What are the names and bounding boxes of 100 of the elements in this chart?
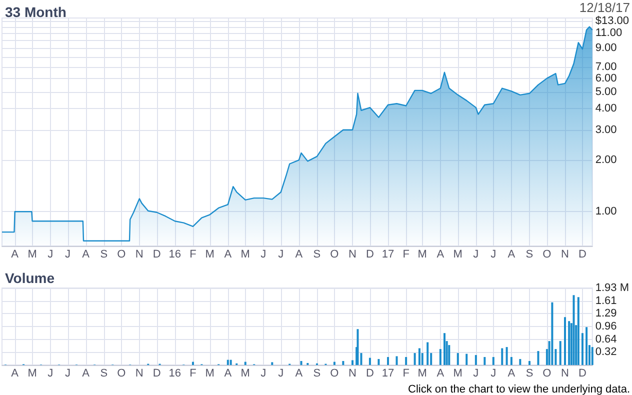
bar bbox=[586, 327, 588, 365]
bar bbox=[501, 348, 504, 365]
bar bbox=[226, 360, 229, 365]
x-tick-label: S bbox=[100, 368, 108, 380]
bar bbox=[368, 358, 371, 365]
x-tick-label: D bbox=[578, 368, 586, 380]
y-tick-label: 7.00 bbox=[595, 60, 617, 73]
x-tick-label: M bbox=[240, 368, 250, 380]
bar bbox=[466, 354, 468, 365]
x-tick-label: M bbox=[453, 248, 462, 260]
bar bbox=[356, 329, 359, 365]
bar bbox=[510, 357, 512, 365]
x-tick-label: M bbox=[28, 368, 37, 380]
x-tick-label: J bbox=[260, 368, 266, 380]
x-tick-label: A bbox=[508, 368, 516, 380]
bar bbox=[192, 362, 194, 365]
bar bbox=[244, 362, 246, 365]
x-tick-label: D bbox=[366, 368, 374, 380]
x-tick-label: M bbox=[418, 368, 427, 380]
y-tick-label: 11.00 bbox=[595, 27, 622, 40]
y-tick-label: 1.29 bbox=[595, 308, 617, 320]
x-tick-label: A bbox=[82, 248, 90, 260]
x-tick-label: J bbox=[278, 368, 284, 380]
bar bbox=[474, 355, 477, 365]
text: Click on the chart to view the underlying data. bbox=[408, 384, 630, 395]
x-tick-label: S bbox=[526, 368, 534, 380]
y-tick-label: 0.32 bbox=[595, 346, 617, 358]
y-tick-label: 0.64 bbox=[595, 333, 617, 346]
x-tick-label: J bbox=[48, 368, 54, 380]
bar bbox=[484, 357, 486, 365]
x-tick-label: S bbox=[313, 368, 321, 380]
bar bbox=[443, 333, 446, 365]
bar bbox=[519, 359, 522, 365]
x-tick-label: O bbox=[330, 368, 340, 380]
x-tick-label: M bbox=[205, 368, 214, 380]
bar bbox=[230, 360, 232, 365]
bar bbox=[591, 347, 594, 365]
bar bbox=[448, 345, 450, 365]
bar bbox=[456, 353, 459, 365]
x-tick-label: A bbox=[224, 248, 232, 260]
x-tick-label: A bbox=[224, 368, 232, 380]
chart-title: Volume bbox=[5, 270, 55, 286]
x-tick-label: J bbox=[278, 248, 284, 260]
bar bbox=[300, 361, 302, 365]
x-tick-label: J bbox=[65, 368, 71, 380]
bar bbox=[387, 357, 390, 365]
bar bbox=[528, 361, 530, 365]
x-tick-label: D bbox=[578, 248, 586, 260]
x-tick-label: A bbox=[436, 248, 445, 260]
bar bbox=[568, 321, 570, 365]
bar bbox=[418, 348, 420, 365]
x-tick-label: N bbox=[135, 368, 144, 380]
bar bbox=[351, 360, 354, 365]
bar bbox=[551, 302, 554, 365]
bar bbox=[564, 317, 566, 365]
bar bbox=[426, 342, 429, 365]
bar bbox=[577, 297, 580, 365]
x-tick-label: M bbox=[205, 248, 214, 260]
y-tick-label: 1.93 M bbox=[595, 282, 630, 294]
x-tick-label: M bbox=[418, 248, 427, 260]
x-tick-label: O bbox=[117, 368, 126, 380]
x-tick-label: J bbox=[473, 368, 479, 380]
bar bbox=[333, 362, 336, 365]
bar bbox=[537, 351, 540, 365]
x-tick-label: O bbox=[330, 248, 340, 260]
x-tick-label: J bbox=[490, 368, 496, 380]
y-tick-label: 5.00 bbox=[595, 86, 617, 98]
x-tick-label: J bbox=[65, 248, 71, 260]
bar bbox=[378, 359, 380, 365]
x-tick-label: A bbox=[436, 368, 445, 380]
y-tick-label: 9.00 bbox=[595, 42, 617, 54]
x-tick-label: J bbox=[473, 248, 479, 260]
x-tick-label: 17 bbox=[382, 248, 394, 260]
x-tick-label: F bbox=[190, 248, 197, 260]
bar bbox=[439, 349, 442, 365]
x-tick-label: A bbox=[295, 248, 304, 260]
bar bbox=[581, 333, 584, 365]
x-tick-label: M bbox=[240, 248, 250, 260]
x-tick-label: S bbox=[100, 248, 108, 260]
y-tick-label: 1.00 bbox=[595, 206, 617, 218]
x-tick-label: S bbox=[313, 248, 321, 260]
bar bbox=[405, 357, 408, 365]
bar bbox=[342, 361, 344, 365]
x-tick-label: O bbox=[542, 248, 552, 260]
y-tick-label: 2.00 bbox=[595, 154, 617, 166]
y-tick-label: 1.61 bbox=[595, 294, 617, 307]
x-tick-label: A bbox=[295, 368, 304, 380]
x-tick-label: D bbox=[152, 248, 161, 260]
x-tick-label: J bbox=[490, 248, 496, 260]
x-tick-label: J bbox=[48, 248, 54, 260]
x-tick-label: A bbox=[11, 368, 20, 380]
text: 12/18/17 bbox=[579, 0, 630, 15]
bar bbox=[271, 362, 274, 365]
x-tick-label: N bbox=[348, 368, 357, 380]
bar bbox=[414, 353, 416, 365]
y-tick-label: $13.00 bbox=[595, 14, 630, 27]
y-tick-label: 3.00 bbox=[595, 124, 617, 136]
x-tick-label: F bbox=[402, 248, 410, 260]
x-tick-label: D bbox=[152, 368, 161, 380]
x-tick-label: O bbox=[117, 248, 126, 260]
